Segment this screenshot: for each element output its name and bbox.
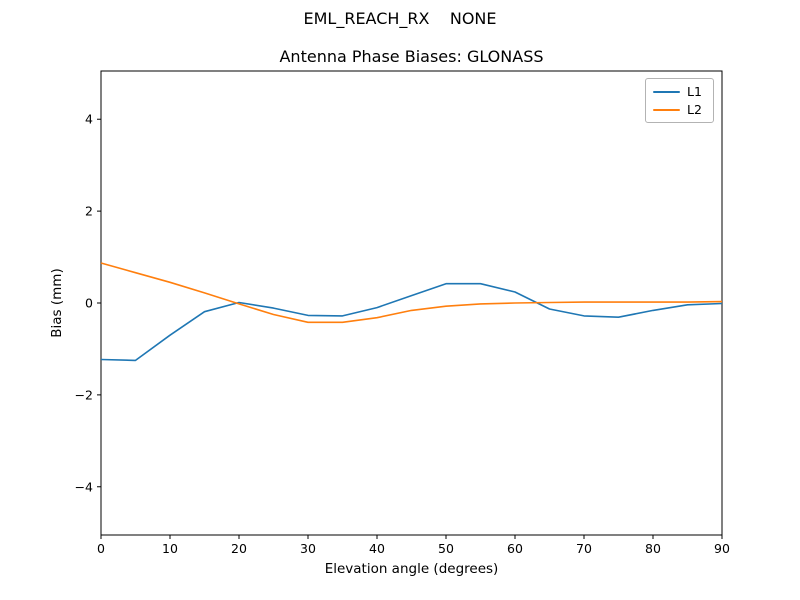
plot-border [100, 70, 723, 536]
y-tick-label: −4 [75, 479, 93, 494]
legend-label-L1: L1 [687, 84, 702, 99]
y-axis-label: Bias (mm) [49, 268, 65, 338]
y-tick-label: 2 [85, 204, 93, 219]
x-tick-label: 10 [162, 541, 178, 556]
x-tick-label: 0 [97, 541, 105, 556]
legend-line-swatch-L2 [653, 108, 680, 111]
legend-label-L2: L2 [687, 102, 702, 117]
x-tick-label: 30 [300, 541, 316, 556]
x-tick-label: 40 [369, 541, 385, 556]
x-tick-label: 90 [714, 541, 730, 556]
x-tick-label: 50 [438, 541, 454, 556]
axes-title: Antenna Phase Biases: GLONASS [279, 47, 544, 66]
x-axis-label: Elevation angle (degrees) [324, 561, 499, 577]
figure-title: EML_REACH_RX NONE [303, 9, 497, 28]
y-tick-label: 4 [85, 112, 93, 127]
legend-item-L1: L1 [653, 83, 707, 100]
legend-item-L2: L2 [653, 101, 707, 118]
legend-line-swatch-L1 [653, 90, 680, 93]
y-tick-label: 0 [85, 296, 93, 311]
x-tick-label: 80 [645, 541, 661, 556]
series-line-L2 [100, 262, 723, 324]
series-line-L1 [100, 282, 723, 362]
x-tick-label: 20 [231, 541, 247, 556]
x-tick-label: 70 [576, 541, 592, 556]
x-tick-label: 60 [507, 541, 523, 556]
legend: L1 L2 [645, 78, 714, 123]
y-tick-label: −2 [75, 387, 93, 402]
